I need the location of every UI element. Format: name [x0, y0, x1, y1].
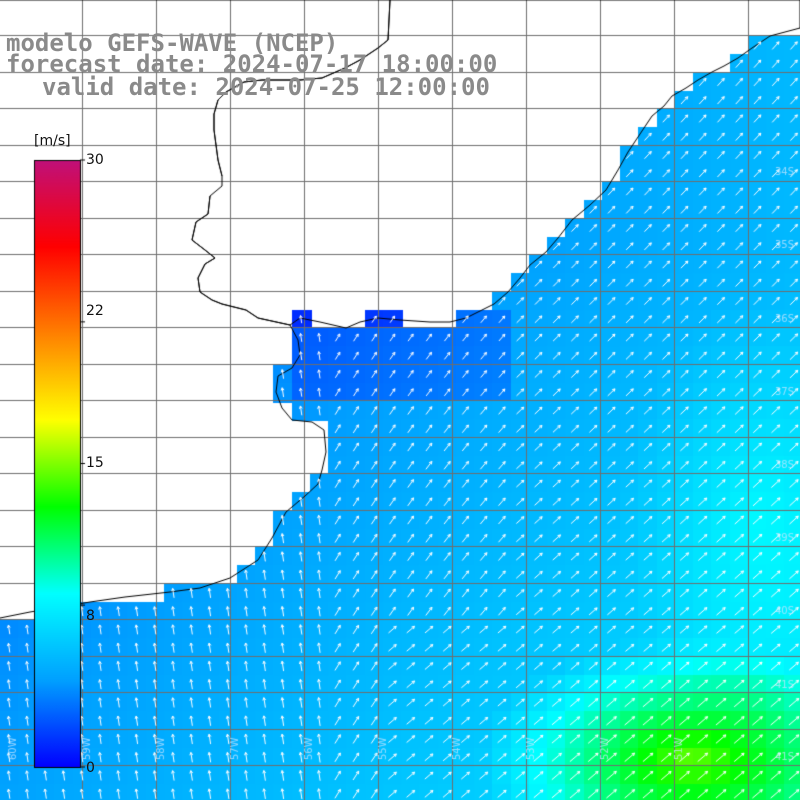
colorbar-tick-0: 0: [86, 760, 95, 776]
forecast-date: forecast date: 2024-07-17 18:00:00: [6, 50, 498, 78]
valid-date: valid date: 2024-07-25 12:00:00: [42, 73, 490, 101]
model-title: modelo GEFS-WAVE (NCEP): [6, 29, 339, 57]
colorbar-tick-22: 22: [86, 303, 104, 319]
colorbar-unit-label: [m/s]: [34, 133, 71, 149]
colorbar-tick-15: 15: [86, 455, 104, 471]
colorbar-tick-8: 8: [86, 608, 95, 624]
colorbar-tick-30: 30: [86, 152, 104, 168]
